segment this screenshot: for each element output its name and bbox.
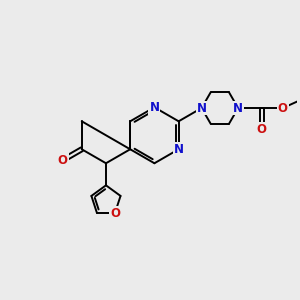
Text: O: O bbox=[278, 101, 288, 115]
Text: N: N bbox=[174, 143, 184, 156]
Text: N: N bbox=[233, 101, 243, 115]
Text: O: O bbox=[110, 206, 120, 220]
Text: N: N bbox=[149, 101, 159, 114]
Text: N: N bbox=[196, 101, 207, 115]
Text: O: O bbox=[257, 123, 267, 136]
Text: O: O bbox=[58, 154, 68, 167]
